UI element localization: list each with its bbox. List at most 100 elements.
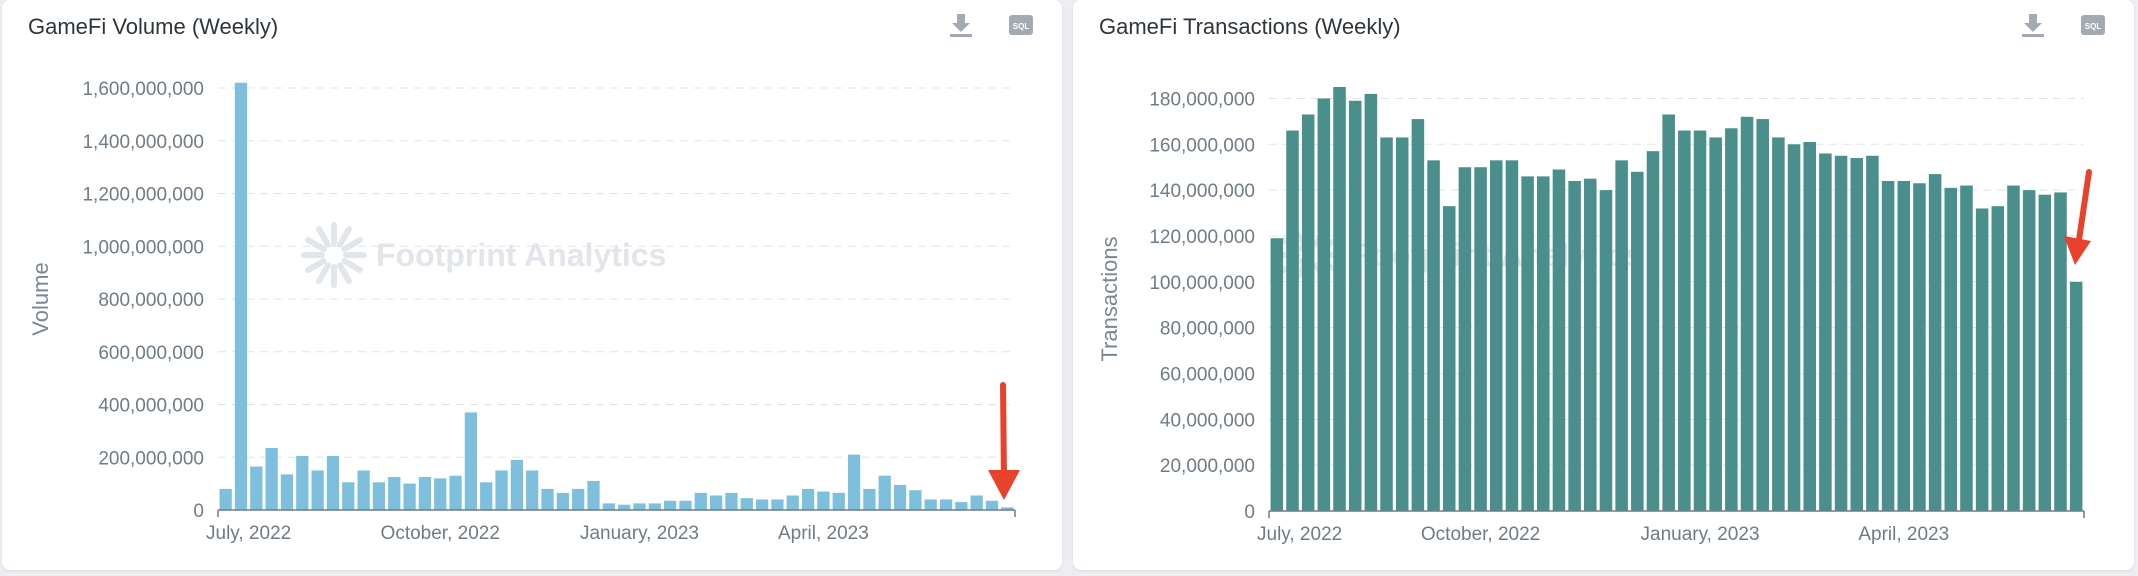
transactions-chart-card: GameFi Transactions (Weekly) SQL Footpri…	[1073, 0, 2134, 570]
bar	[1850, 158, 1864, 511]
bar	[1866, 155, 1879, 511]
y-tick-label: 1,600,000,000	[82, 79, 204, 100]
download-icon[interactable]	[948, 12, 974, 38]
bar	[1442, 206, 1456, 511]
bar	[2069, 281, 2083, 511]
bar	[1834, 155, 1848, 511]
bar	[1348, 100, 1362, 512]
y-tick-label: 1,000,000,000	[82, 237, 204, 258]
bar	[1975, 208, 1989, 511]
bar	[1270, 238, 1284, 511]
bar	[388, 477, 401, 510]
bar	[556, 492, 569, 510]
download-icon[interactable]	[2020, 12, 2046, 38]
bar	[970, 495, 983, 510]
x-tick-label: October, 2022	[1421, 524, 1540, 545]
bar	[219, 488, 232, 510]
bar	[1505, 160, 1519, 511]
y-tick-label: 800,000,000	[98, 290, 204, 311]
bar	[1662, 114, 1675, 512]
y-tick-label: 120,000,000	[1149, 227, 1255, 248]
bar	[633, 503, 646, 510]
bar	[909, 490, 922, 510]
y-tick-label: 0	[193, 501, 204, 522]
bar	[847, 454, 861, 510]
bar	[1364, 93, 1378, 512]
bar	[939, 499, 953, 510]
watermark-logo-ray	[316, 262, 331, 284]
bar	[1693, 130, 1707, 511]
bar	[924, 499, 937, 510]
x-tick-label: April, 2023	[1858, 524, 1949, 545]
bar	[1411, 119, 1425, 511]
bar	[1615, 160, 1628, 511]
volume-bar-chart: Footprint Analytics 0 200,000,000 400,000,0…	[28, 79, 1020, 544]
sql-label: SQL	[1013, 22, 1030, 31]
bar	[587, 480, 600, 510]
watermark-logo-ray	[337, 226, 352, 248]
bar	[541, 488, 554, 510]
bar	[786, 495, 799, 510]
bar	[510, 459, 524, 510]
bar	[1646, 151, 1660, 511]
watermark-logo-ray	[341, 258, 363, 273]
bar	[1756, 119, 1769, 511]
bar	[372, 482, 386, 510]
bar	[572, 488, 585, 510]
bar	[893, 484, 907, 510]
bar	[326, 455, 340, 510]
bar	[771, 499, 784, 510]
bar	[1928, 174, 1942, 511]
bar	[1537, 176, 1550, 511]
y-tick-label: 60,000,000	[1160, 364, 1255, 385]
annotation-arrow-shaft	[2076, 169, 2092, 243]
bar	[1819, 153, 1832, 512]
bar	[1787, 144, 1801, 511]
bar	[403, 483, 416, 510]
bar	[694, 492, 707, 510]
x-tick-label: October, 2022	[381, 523, 500, 544]
bar	[434, 478, 447, 510]
sql-icon[interactable]: SQL	[2080, 12, 2106, 38]
bar	[1960, 185, 1973, 512]
y-tick-label: 20,000,000	[1160, 456, 1255, 477]
watermark-logo-ray	[316, 226, 331, 248]
bar	[2038, 194, 2052, 511]
bar	[1427, 160, 1440, 511]
bar	[1913, 183, 1926, 511]
bar	[1725, 128, 1738, 511]
bar	[817, 491, 830, 510]
annotation-arrow-shaft	[1000, 382, 1007, 481]
bar	[1474, 167, 1487, 511]
bar	[955, 502, 968, 510]
watermark-text: Footprint Analytics	[376, 237, 666, 273]
bar	[1380, 137, 1393, 511]
x-tick-label: January, 2023	[580, 523, 699, 544]
bar	[1709, 137, 1722, 511]
y-axis-title: Transactions	[1097, 236, 1122, 361]
bar	[2054, 192, 2067, 511]
watermark-logo-ray	[337, 262, 352, 284]
bar	[1001, 507, 1014, 510]
bar	[2022, 190, 2036, 511]
bar	[618, 504, 631, 510]
watermark-logo-ray	[341, 237, 363, 252]
bar	[1740, 116, 1754, 512]
bar	[280, 474, 294, 510]
bar	[526, 470, 539, 510]
bar	[801, 488, 815, 510]
bar	[265, 448, 278, 510]
annotation-arrow-head	[2064, 236, 2091, 265]
y-tick-label: 100,000,000	[1149, 273, 1255, 294]
bar	[1458, 167, 1472, 511]
bar	[357, 470, 370, 510]
y-tick-label: 1,200,000,000	[82, 185, 204, 206]
bar	[725, 492, 738, 510]
bar	[1395, 137, 1409, 511]
bar	[480, 482, 493, 510]
bar	[832, 492, 845, 510]
y-tick-label: 0	[1244, 502, 1255, 523]
sql-icon[interactable]: SQL	[1008, 12, 1034, 38]
y-tick-label: 160,000,000	[1149, 135, 1255, 156]
x-tick-label: January, 2023	[1641, 524, 1760, 545]
